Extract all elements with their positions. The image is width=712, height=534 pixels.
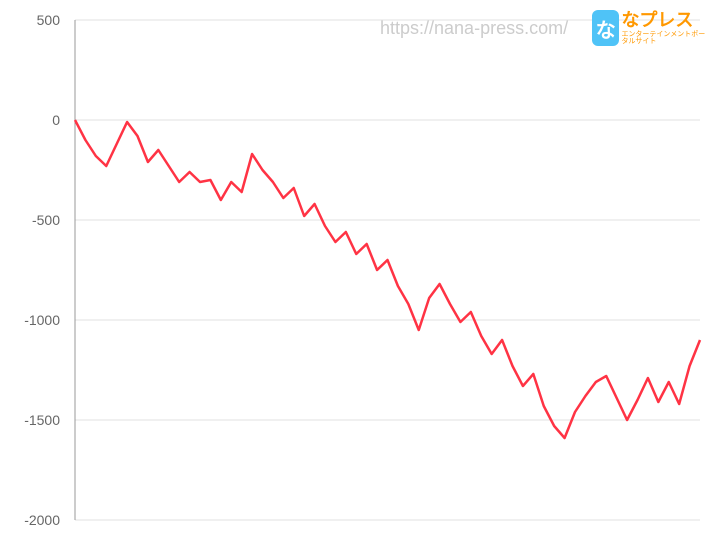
grid-group xyxy=(75,20,700,520)
y-tick-label: -500 xyxy=(32,212,60,228)
y-axis-labels: 500 0 -500 -1000 -1500 -2000 xyxy=(24,12,60,528)
y-tick-label: -1500 xyxy=(24,412,60,428)
y-tick-label: -1000 xyxy=(24,312,60,328)
chart-container: 5000-500-1000-1500-2000 https://nana-pre… xyxy=(0,0,712,534)
y-tick-label: -2000 xyxy=(24,512,60,528)
y-tick-label: 500 xyxy=(37,12,61,28)
data-line xyxy=(75,120,700,438)
chart-svg: 500 0 -500 -1000 -1500 -2000 xyxy=(0,0,712,534)
y-tick-label: 0 xyxy=(52,112,60,128)
